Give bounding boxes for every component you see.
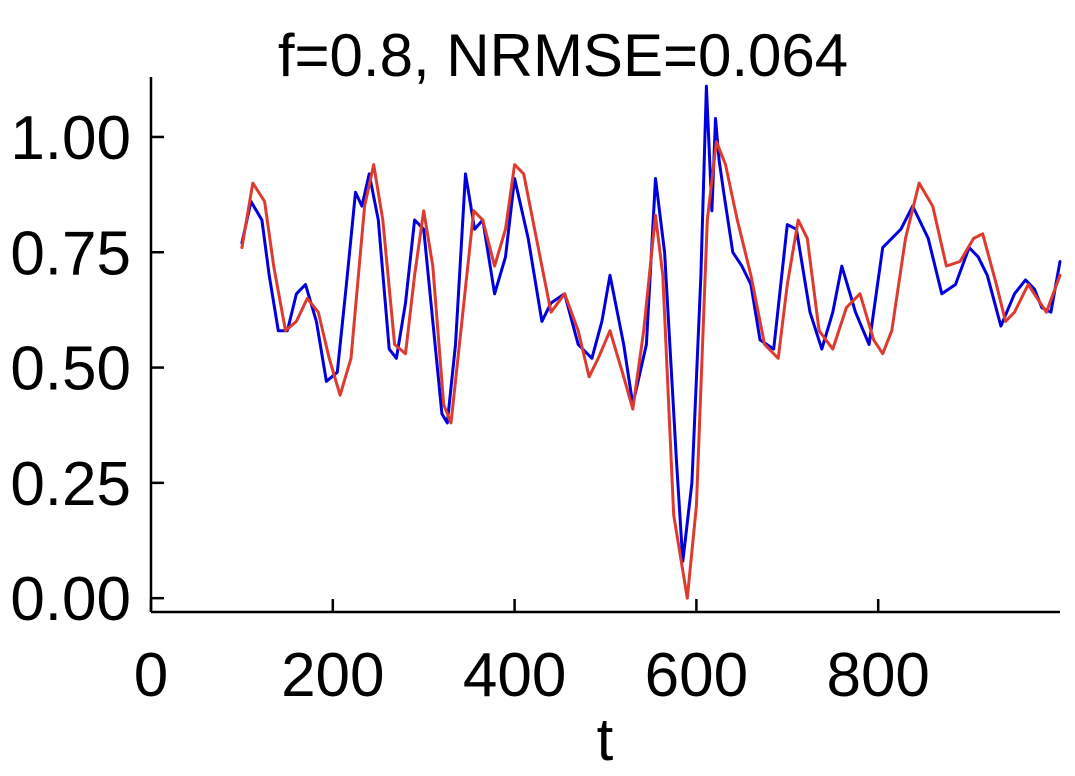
chart-title: f=0.8, NRMSE=0.064 (278, 22, 848, 89)
y-tick-label: 1.00 (10, 104, 131, 173)
series-line-1 (240, 84, 1062, 563)
x-tick-label: 400 (463, 641, 566, 710)
x-tick-label: 600 (645, 641, 748, 710)
y-tick-label: 0.00 (10, 565, 131, 634)
y-tick-label: 0.25 (10, 450, 131, 519)
y-tick-label: 0.75 (10, 219, 131, 288)
y-tick-label: 0.50 (10, 335, 131, 404)
x-axis-label: t (597, 706, 614, 773)
axes: 0.00 0.25 0.50 0.75 1.00 0 200 400 600 800 (10, 77, 1060, 710)
x-tick-label: 200 (281, 641, 384, 710)
x-tick-label: 800 (826, 641, 929, 710)
x-tick-label: 0 (134, 641, 168, 710)
series-line-2 (240, 140, 1062, 600)
series-layer (240, 84, 1062, 600)
